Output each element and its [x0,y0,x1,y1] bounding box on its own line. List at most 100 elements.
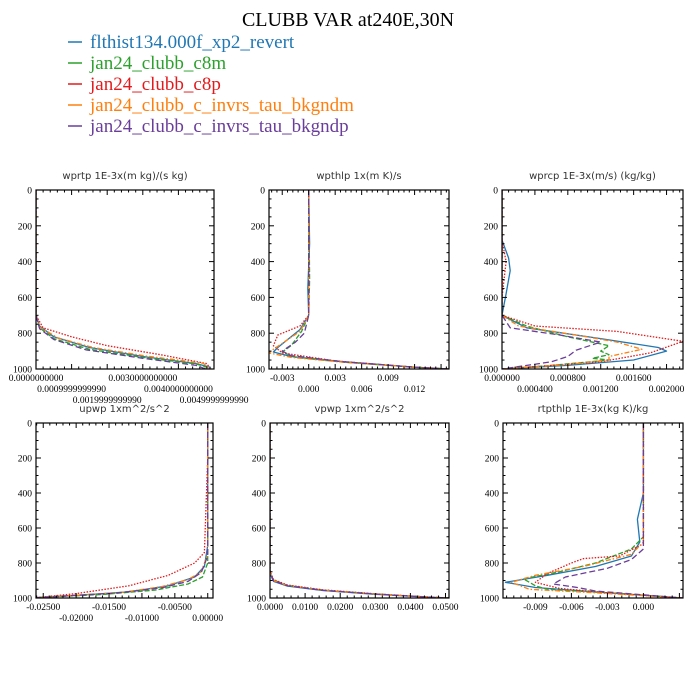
series-line-1 [36,423,209,598]
y-tick-label: 800 [251,330,266,340]
x-tick-label: 0.0030000000000 [108,374,177,384]
panel-4: upwp 1xm^2/s^202004006008001000-0.02500-… [13,404,223,624]
y-tick-label: 0 [27,420,32,430]
series-line-1 [504,423,683,598]
x-tick-label: 0.0000 [257,603,283,613]
series-line-4 [36,423,209,598]
panel-title: vpwp 1xm^2/s^2 [314,404,404,415]
panel-title: wpthlp 1x(m K)/s [316,171,401,182]
series-line-3 [502,190,683,369]
y-tick-label: 600 [484,294,499,304]
series-line-5 [36,190,211,369]
series-group [270,423,449,598]
series-line-4 [502,190,643,369]
x-tick-label: 0.000800 [550,374,586,384]
x-tick-label: 0.012 [404,385,426,395]
x-tick-label: 0.0500 [432,603,458,613]
y-tick-label: 200 [18,455,33,465]
x-tick-label: 0.000000 [484,374,520,384]
y-tick-label: 600 [18,294,33,304]
y-tick-label: 200 [485,455,500,465]
y-tick-label: 800 [252,560,267,570]
x-tick-label: 0.009 [377,374,399,384]
y-tick-label: 1000 [13,595,32,605]
y-tick-label: 800 [484,330,499,340]
series-group [36,423,209,598]
legend-label: jan24_clubb_c_invrs_tau_bkgndm [89,95,354,116]
y-tick-label: 800 [485,560,500,570]
x-tick-label: -0.02000 [59,614,93,624]
x-tick-label: -0.006 [559,603,584,613]
figure-title: CLUBB VAR at240E,30N [242,9,454,31]
series-line-1 [502,190,668,369]
x-tick-label: -0.01500 [92,603,126,613]
series-group [36,190,212,369]
y-tick-label: 400 [484,258,499,268]
series-line-5 [552,423,683,598]
panel-title: rtpthlp 1E-3x(kg K)/kg [538,404,649,415]
panel-1: wprtp 1E-3x(m kg)/(s kg) 0 200 400 600 800 100… [9,171,249,406]
x-tick-label: 0.0019999999990 [73,396,142,406]
x-tick-label: -0.01000 [125,614,159,624]
y-tick-label: 1000 [247,595,266,605]
y-tick-label: 1000 [13,366,32,376]
x-tick-label: -0.009 [523,603,548,613]
y-tick-label: 200 [251,222,266,232]
x-tick-label: -0.003 [595,603,620,613]
series-group [269,190,449,369]
plot-frame [35,422,214,599]
y-tick-label: 0 [493,187,498,197]
y-tick-label: 800 [18,330,33,340]
x-tick-label: 0.00000 [192,614,223,624]
y-tick-label: 0 [494,420,499,430]
panels: wprtp 1E-3x(m kg)/(s kg) 0 200 400 600 800 100… [9,171,685,624]
series-line-4 [270,423,449,598]
series-line-3 [36,423,209,598]
legend-label: jan24_clubb_c8m [89,53,226,74]
x-tick-label: -0.00500 [158,603,192,613]
y-tick-label: 200 [18,222,33,232]
x-tick-label: 0.0400 [397,603,423,613]
series-line-5 [502,190,602,369]
x-tick-label: 0.0000000000 [9,374,64,384]
series-line-5 [36,423,209,598]
panel-6: rtpthlp 1E-3x(kg K)/kg 0 200 400 600 800 1000 -… [480,404,684,613]
panel-title: wprcp 1E-3x(m/s) (kg/kg) [529,171,656,182]
series-line-3 [270,423,449,598]
y-tick-label: 400 [252,490,267,500]
x-tick-label: -0.02500 [26,603,60,613]
x-tick-label: 0.002000 [649,385,685,395]
plot-frame [269,422,450,599]
x-tick-label: 0.000400 [517,385,553,395]
y-tick-label: 600 [251,294,266,304]
y-tick-label: 400 [18,490,33,500]
legend: flthist134.000f_xp2_revertjan24_clubb_c8… [68,32,354,137]
y-tick-label: 600 [485,525,500,535]
series-line-2 [522,423,683,598]
series-line-5 [270,423,449,598]
x-tick-label: 0.0100 [292,603,318,613]
series-line-2 [502,190,610,369]
series-line-2 [281,190,449,369]
y-tick-label: 600 [18,525,33,535]
x-tick-label: 0.000 [298,385,320,395]
x-tick-label: 0.003 [324,374,346,384]
y-tick-label: 0 [261,420,266,430]
panel-3: wprcp 1E-3x(m/s) (kg/kg) 0 200 400 600 800 100… [479,171,685,395]
panel-title: upwp 1xm^2/s^2 [79,404,169,415]
x-tick-label: 0.0200 [327,603,353,613]
series-line-2 [36,423,209,598]
series-line-3 [272,190,449,369]
x-tick-label: 0.006 [351,385,373,395]
y-tick-label: 200 [484,222,499,232]
y-tick-label: 0 [260,187,265,197]
legend-label: jan24_clubb_c_invrs_tau_bkgndp [89,116,349,137]
y-tick-label: 600 [252,525,267,535]
x-tick-label: 0.0049999999990 [180,396,249,406]
y-tick-label: 1000 [479,366,498,376]
x-tick-label: 0.000 [633,603,655,613]
y-tick-label: 0 [27,187,32,197]
series-line-4 [510,423,683,598]
